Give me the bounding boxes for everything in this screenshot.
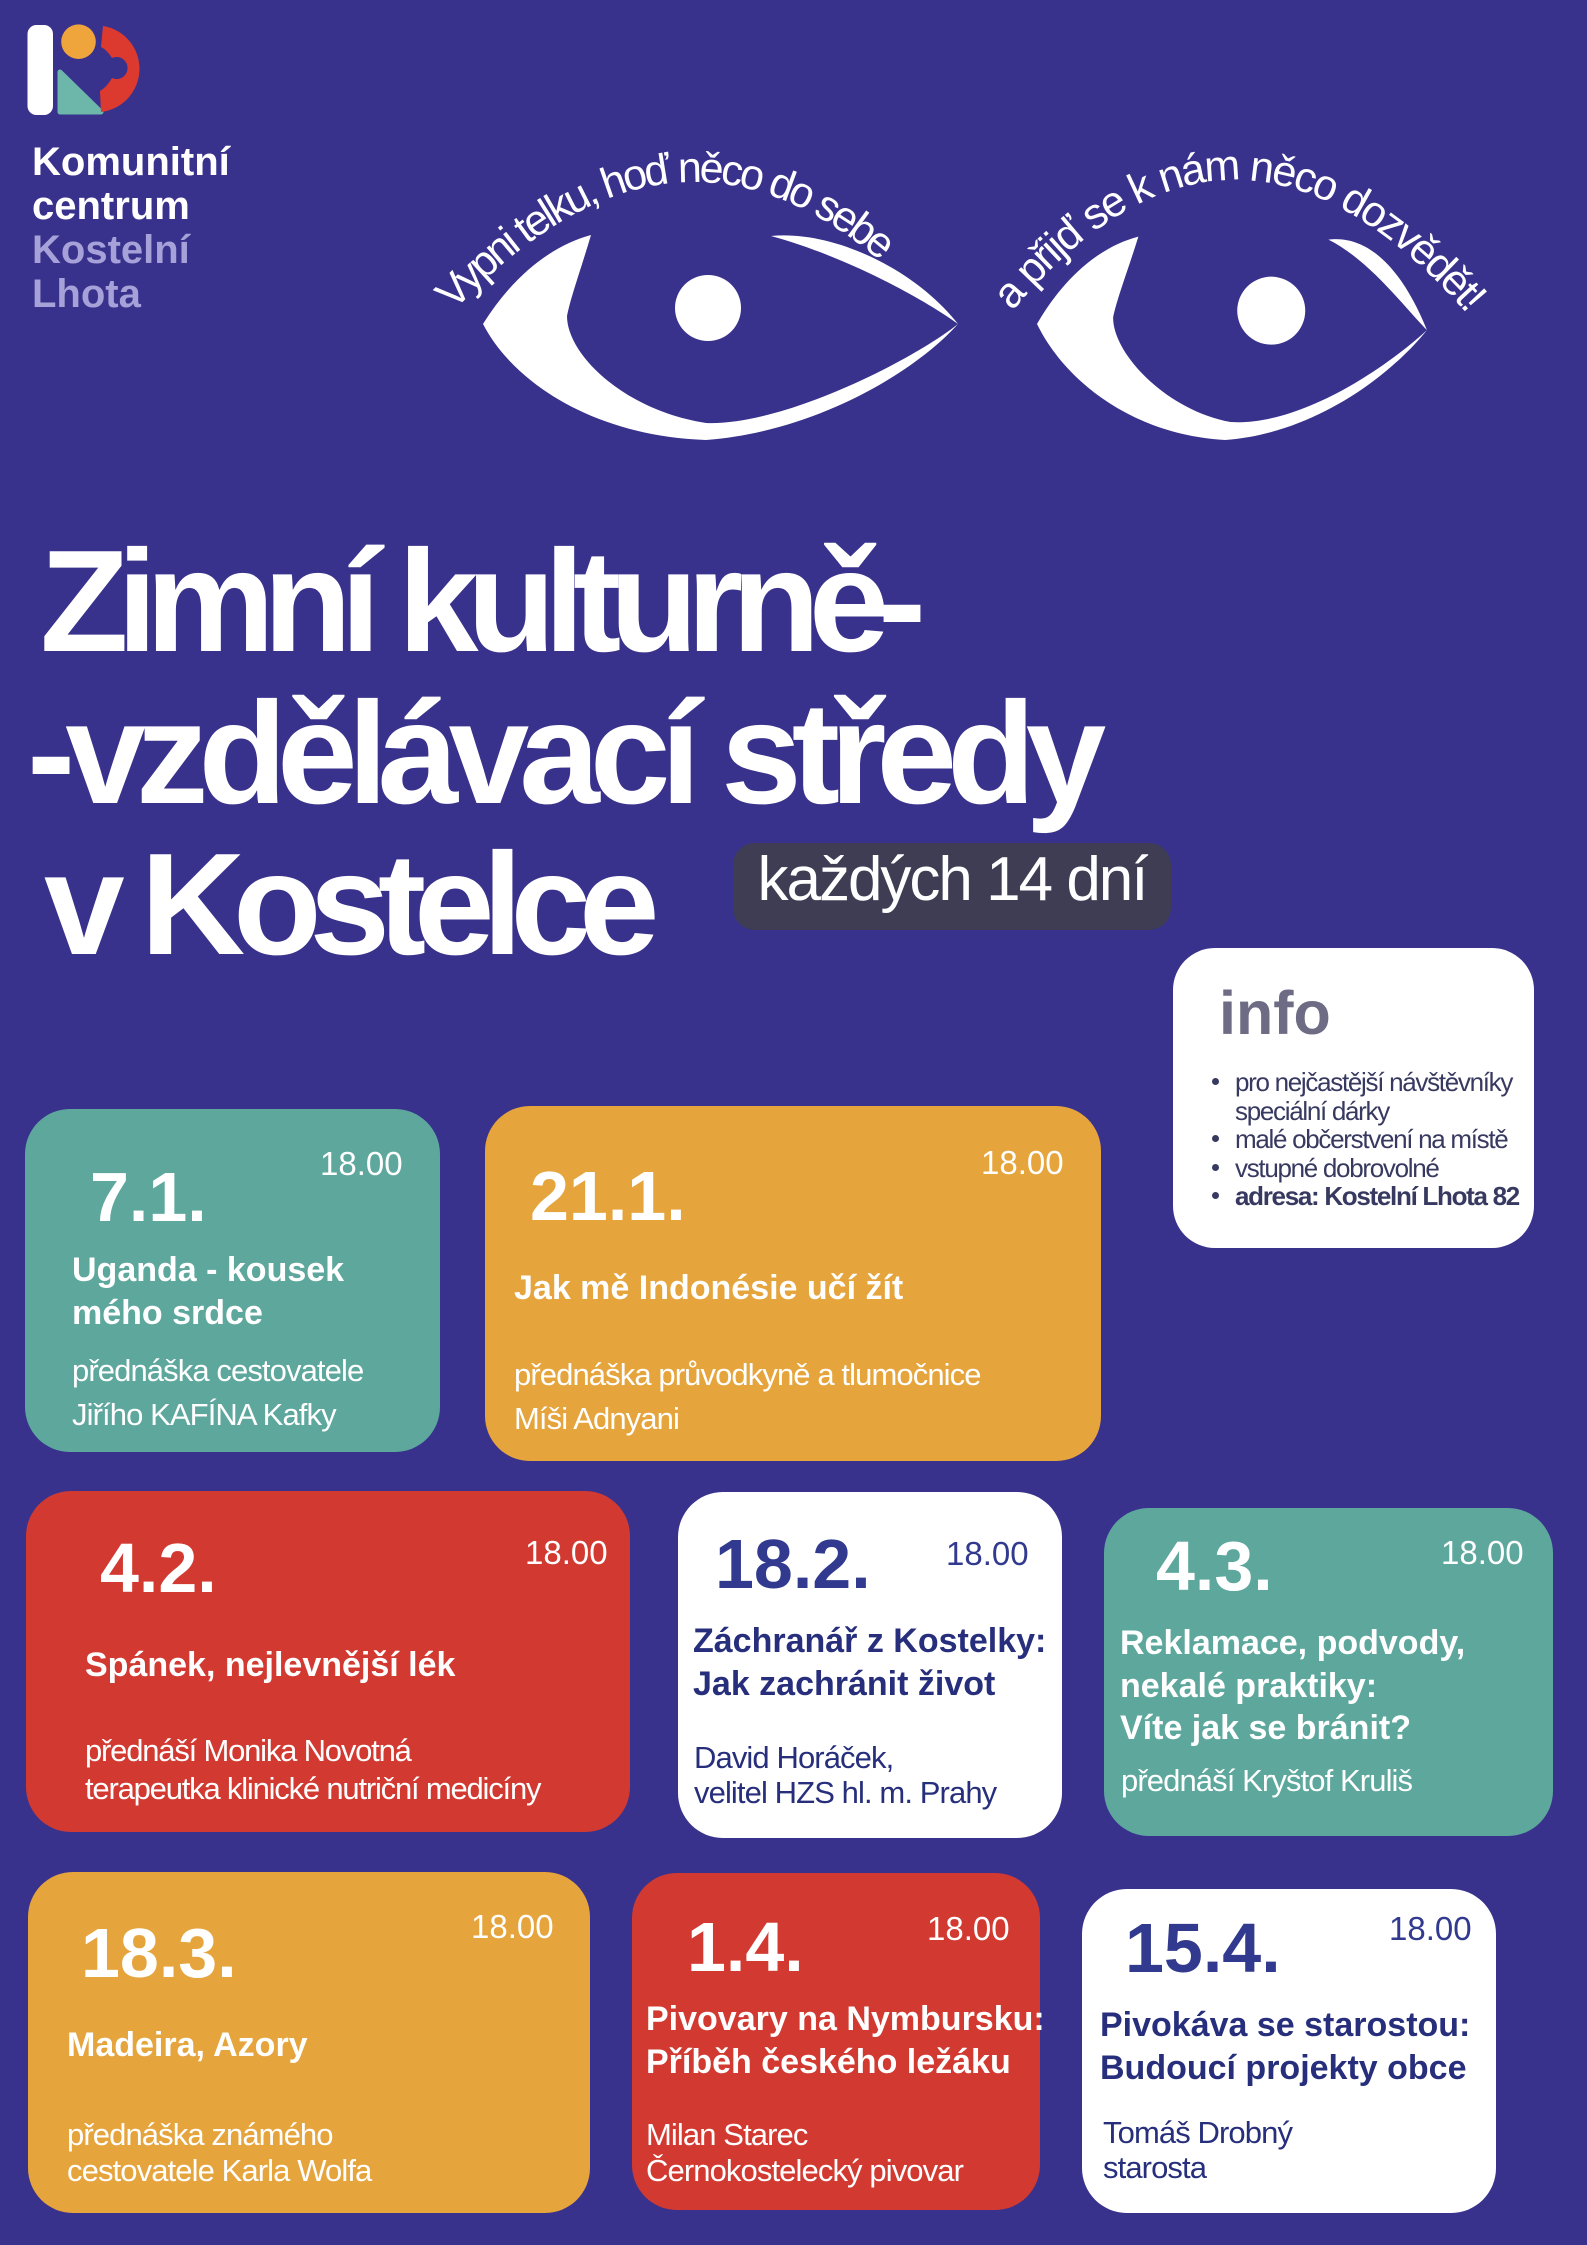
svg-text:Vypni telku, hoď něco do sebe: Vypni telku, hoď něco do sebe [427,144,904,318]
